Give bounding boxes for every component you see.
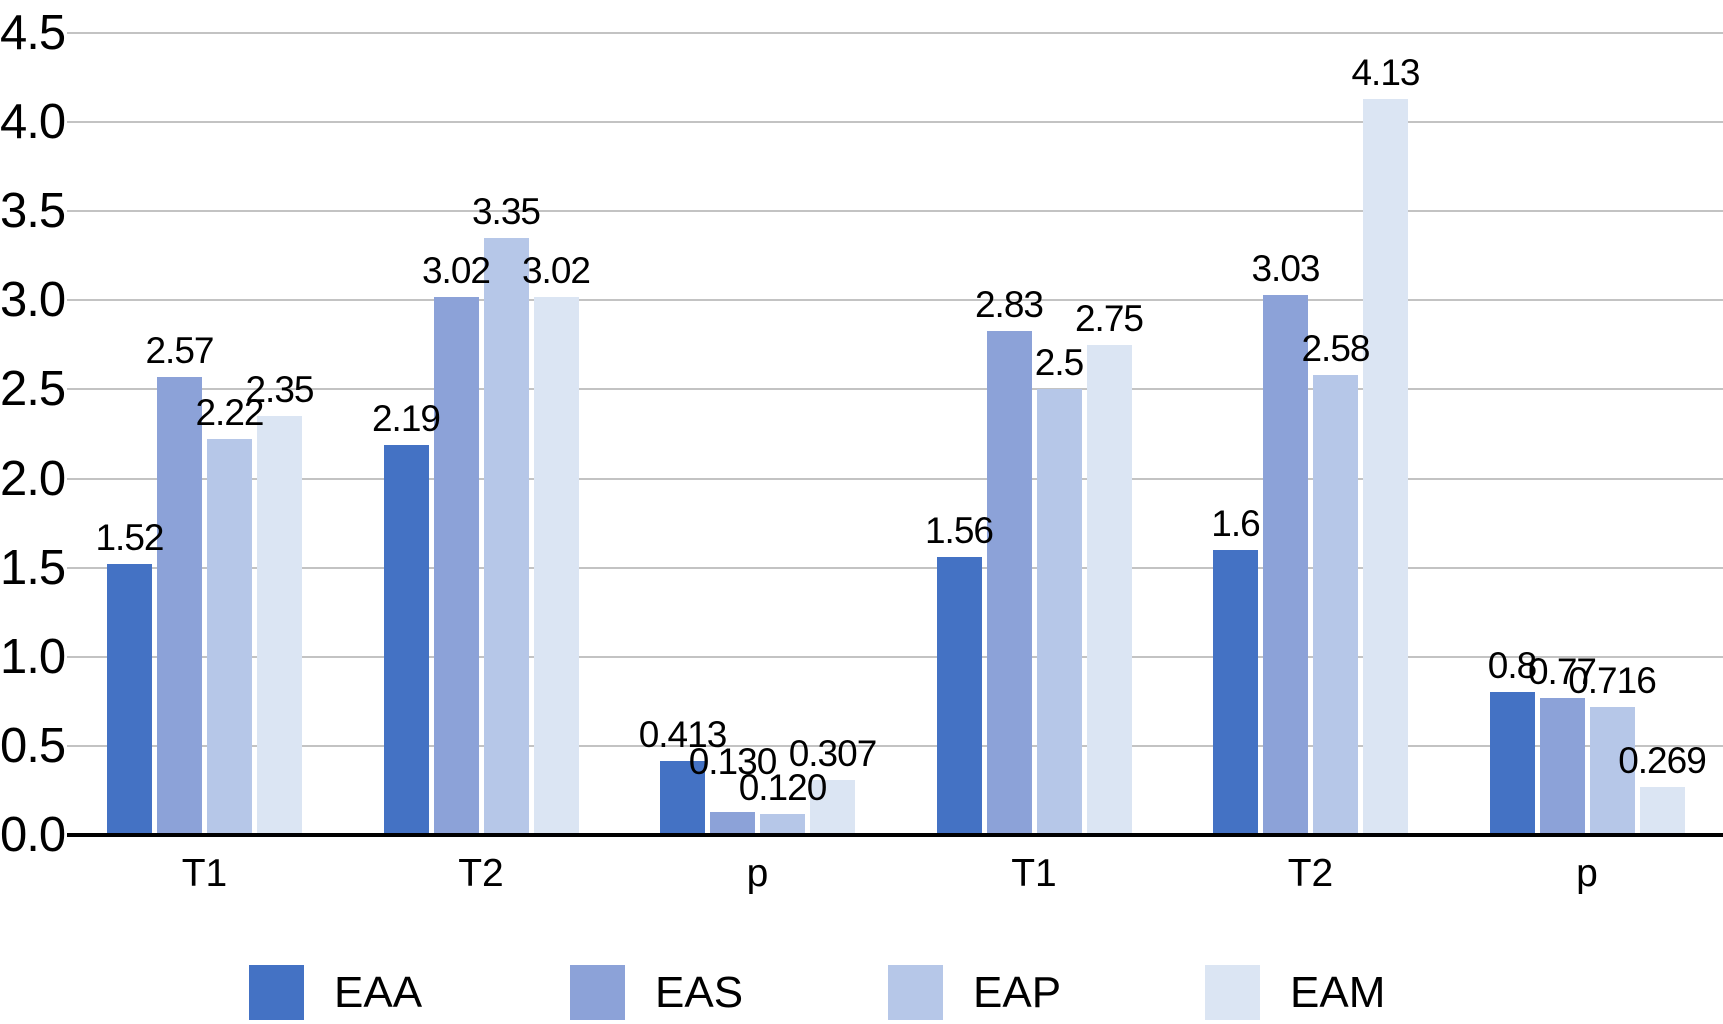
gridline	[67, 566, 1723, 569]
x-axis-line	[67, 833, 1723, 837]
bar-value-label: 2.19	[371, 397, 441, 439]
legend-swatch-EAP	[888, 965, 943, 1020]
legend-label: EAS	[655, 967, 744, 1017]
bar-value-label: 2.75	[1074, 297, 1144, 339]
legend-item-EAS: EAS	[570, 965, 743, 1020]
bar-EAS-T2	[433, 296, 479, 835]
bar-value-label: 2.57	[145, 329, 214, 371]
y-axis-tick-label: 3.5	[0, 184, 66, 239]
legend-item-EAA: EAA	[249, 965, 422, 1020]
bar-EAS-T2	[1263, 294, 1308, 835]
bar-value-label: 0.413	[638, 714, 728, 756]
bar-value-label: 2.35	[245, 369, 314, 411]
bar-value-label: 4.13	[1351, 51, 1420, 93]
x-axis-category-label: T2	[1287, 852, 1334, 895]
legend-label: EAA	[334, 967, 423, 1017]
bar-EAP-T1	[207, 439, 252, 835]
y-axis-tick-label: 1.5	[0, 540, 66, 595]
bar-value-label: 3.35	[471, 190, 541, 232]
bar-value-label: 0.307	[788, 733, 878, 775]
y-axis-tick-label: 1.0	[0, 629, 66, 684]
bar-EAP-T2	[483, 237, 529, 835]
bar-value-label: 1.56	[924, 509, 994, 551]
x-axis-category-label: T1	[181, 852, 228, 895]
gridline	[67, 744, 1723, 747]
legend-swatch-EAS	[570, 965, 625, 1020]
bar-EAA-p	[660, 761, 705, 835]
bar-EAS-T1	[986, 330, 1032, 835]
bar-EAP-p	[1589, 707, 1635, 835]
y-axis-tick-label: 4.5	[0, 6, 66, 60]
gridline	[67, 210, 1723, 213]
bar-value-label: 3.02	[521, 249, 591, 291]
y-axis-tick-label: 0.5	[0, 718, 66, 773]
legend-item-EAP: EAP	[888, 965, 1061, 1020]
x-axis-category-label: p	[746, 852, 769, 895]
bar-value-label: 3.03	[1251, 247, 1320, 289]
bar-value-label: 0.130	[688, 740, 778, 782]
bar-value-label: 0.716	[1568, 660, 1657, 702]
legend-label: EAP	[973, 967, 1062, 1017]
bar-EAA-T2	[1213, 549, 1258, 835]
bar-value-label: 2.83	[974, 283, 1044, 325]
y-axis-tick-label: 2.0	[0, 451, 66, 506]
legend-swatch-EAM	[1205, 965, 1260, 1020]
bar-EAM-T2	[1363, 98, 1408, 835]
x-axis-category-label: T2	[458, 852, 504, 895]
bar-EAS-T1	[157, 376, 202, 835]
x-axis-category-label: p	[1576, 852, 1598, 895]
gridline	[67, 32, 1723, 34]
bar-EAP-p	[760, 813, 805, 835]
bar-EAM-T2	[533, 296, 579, 835]
bar-value-label: 1.52	[95, 517, 164, 559]
bar-EAP-T1	[1036, 389, 1082, 835]
gridline	[67, 655, 1723, 658]
bar-EAM-p	[1639, 787, 1685, 835]
bar-EAM-T1	[257, 416, 302, 835]
legend-label: EAM	[1290, 967, 1386, 1017]
y-axis-tick-label: 2.5	[0, 362, 66, 417]
gridline	[67, 299, 1723, 302]
gridline	[67, 477, 1723, 480]
bar-value-label: 0.8	[1487, 645, 1537, 687]
x-axis-category-label: T1	[1011, 852, 1057, 895]
bar-EAM-T1	[1086, 344, 1132, 835]
bar-value-label: 3.02	[421, 249, 491, 291]
bar-EAA-T2	[383, 444, 429, 835]
bar-EAA-T1	[936, 556, 982, 835]
legend-swatch-EAA	[249, 965, 304, 1020]
y-axis-tick-label: 0.0	[0, 808, 66, 862]
bar-value-label: 2.58	[1301, 328, 1370, 370]
bar-EAA-p	[1489, 692, 1535, 835]
y-axis-tick-label: 4.0	[0, 95, 66, 150]
bar-value-label: 0.77	[1527, 650, 1597, 692]
gridline	[67, 388, 1723, 391]
bar-value-label: 1.6	[1211, 502, 1260, 544]
legend-item-EAM: EAM	[1205, 965, 1385, 1020]
bar-EAM-p	[810, 780, 855, 835]
bar-value-label: 2.5	[1034, 342, 1084, 384]
y-axis-tick-label: 3.0	[0, 273, 66, 328]
gridline	[67, 121, 1723, 124]
bar-value-label: 2.22	[195, 392, 264, 434]
bar-value-label: 0.269	[1618, 740, 1707, 782]
bar-value-label: 0.120	[738, 766, 828, 808]
bar-EAS-p	[1539, 697, 1585, 835]
bar-EAP-T2	[1313, 375, 1358, 835]
bar-EAA-T1	[107, 564, 152, 835]
bar-EAS-p	[710, 811, 755, 835]
